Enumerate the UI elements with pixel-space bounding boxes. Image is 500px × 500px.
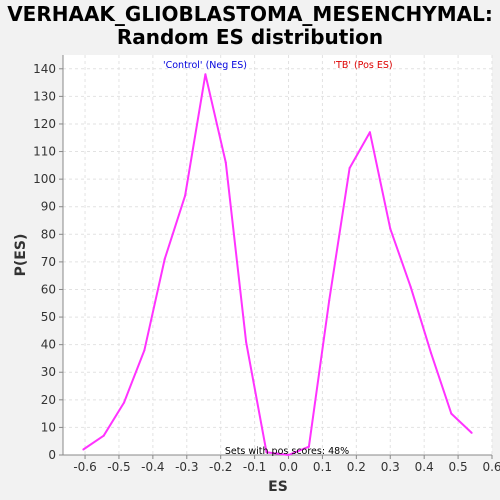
y-tick-label: 80 — [41, 227, 56, 241]
chart-title-line2: Random ES distribution — [117, 25, 383, 49]
data-point — [328, 299, 331, 302]
pos-scores-footer: Sets with pos scores: 48% — [225, 446, 349, 457]
data-point — [204, 73, 207, 76]
y-tick-label: 110 — [33, 145, 56, 159]
data-point — [348, 167, 351, 170]
y-tick-label: 30 — [41, 365, 56, 379]
data-point — [82, 448, 85, 451]
y-tick-label: 0 — [48, 448, 56, 462]
plot-area — [63, 55, 492, 455]
data-point — [470, 431, 473, 434]
y-tick-label: 90 — [41, 200, 56, 214]
y-tick-label: 140 — [33, 62, 56, 76]
data-point — [429, 351, 432, 354]
series-group — [82, 73, 473, 456]
y-tick-label: 50 — [41, 310, 56, 324]
data-point — [143, 349, 146, 352]
data-point — [245, 340, 248, 343]
grid-lines — [63, 55, 493, 455]
y-axis-label: P(ES) — [13, 234, 29, 277]
x-tick-label: -0.6 — [73, 460, 96, 474]
chart-title-line1: VERHAAK_GLIOBLASTOMA_MESENCHYMAL: — [7, 2, 493, 26]
x-tick-label: 0.6 — [482, 460, 500, 474]
y-tick-label: 10 — [41, 420, 56, 434]
x-tick-label: -0.4 — [141, 460, 164, 474]
y-axis-ticks: 0 10 20 30 40 50 60 70 80 90 100 110 120 130 140 — [33, 62, 63, 462]
data-point — [224, 161, 227, 164]
data-point — [123, 401, 126, 404]
series-line — [82, 73, 473, 456]
data-point — [163, 258, 166, 261]
y-tick-label: 130 — [33, 89, 56, 103]
x-tick-label: 0.3 — [381, 460, 400, 474]
y-tick-label: 40 — [41, 338, 56, 352]
data-point — [287, 454, 290, 456]
x-tick-label: 0.0 — [279, 460, 298, 474]
y-tick-label: 70 — [41, 255, 56, 269]
x-axis-label: ES — [268, 479, 288, 495]
x-tick-label: -0.3 — [175, 460, 198, 474]
y-tick-label: 60 — [41, 282, 56, 296]
x-tick-label: 0.5 — [449, 460, 468, 474]
x-axis-ticks: -0.6 -0.5 -0.4 -0.3 -0.2 -0.1 0.0 0.1 0.2 0.3 0.4 0… — [73, 455, 500, 474]
data-point — [450, 412, 453, 415]
data-point — [389, 227, 392, 230]
data-point — [102, 434, 105, 437]
data-point — [184, 194, 187, 197]
y-tick-label: 100 — [33, 172, 56, 186]
data-point — [307, 445, 310, 448]
neg-es-annotation: 'Control' (Neg ES) — [163, 60, 247, 71]
x-tick-label: -0.2 — [209, 460, 232, 474]
x-tick-label: 0.1 — [313, 460, 332, 474]
x-tick-label: 0.2 — [347, 460, 366, 474]
data-point — [409, 285, 412, 288]
data-point — [368, 131, 371, 134]
x-tick-label: -0.1 — [243, 460, 266, 474]
y-tick-label: 120 — [33, 117, 56, 131]
pos-es-annotation: 'TB' (Pos ES) — [333, 60, 392, 71]
data-point — [265, 451, 268, 454]
x-tick-label: -0.5 — [107, 460, 130, 474]
y-tick-label: 20 — [41, 393, 56, 407]
x-tick-label: 0.4 — [415, 460, 434, 474]
